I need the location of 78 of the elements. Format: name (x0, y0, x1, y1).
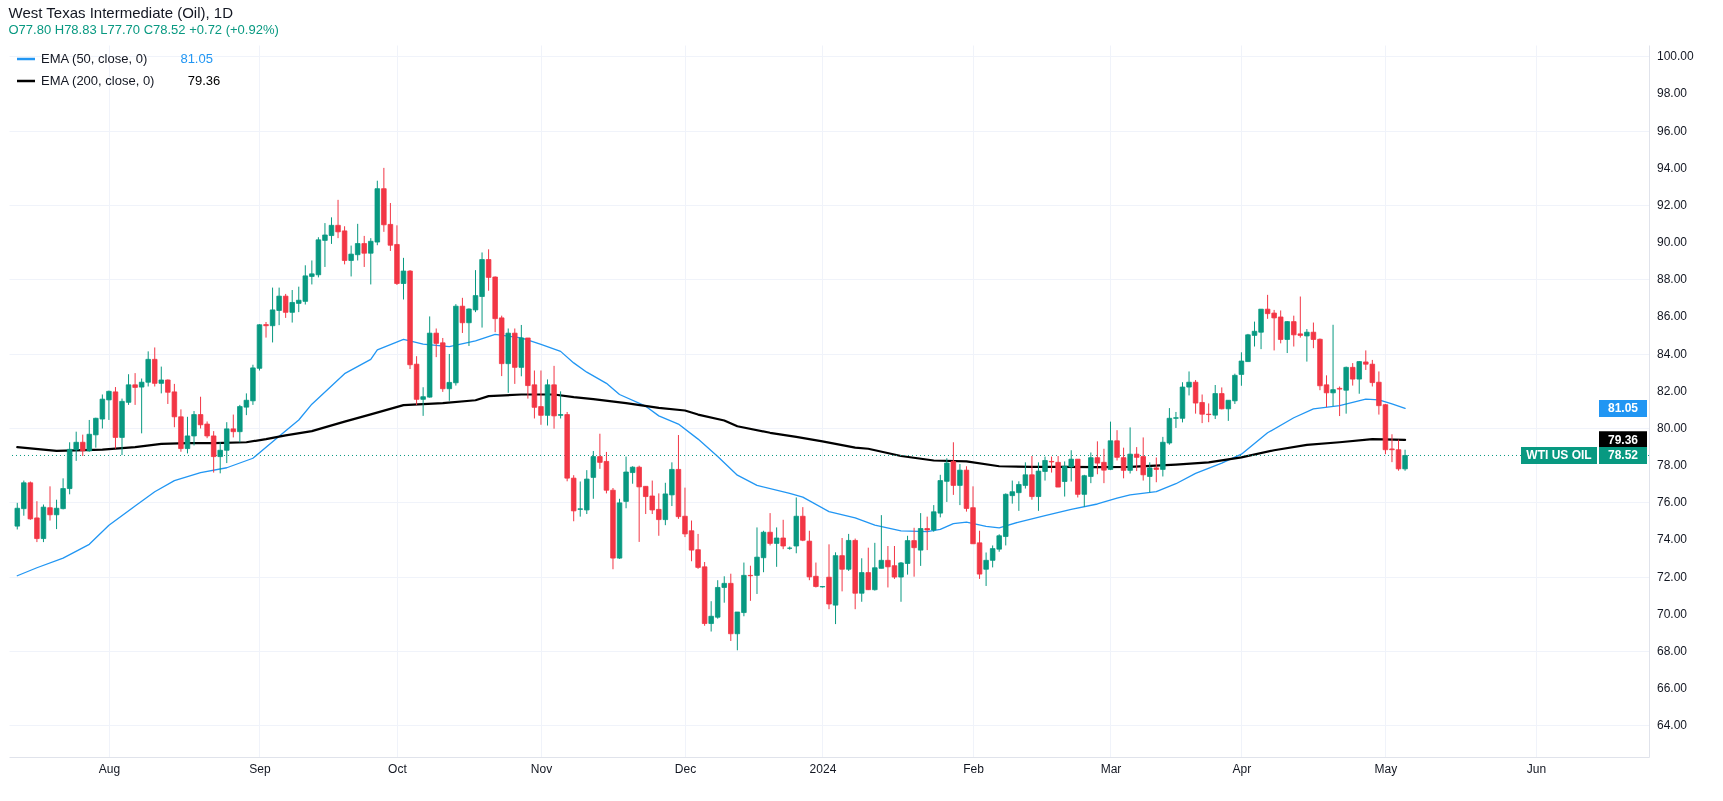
x-tick-label: Apr (1232, 761, 1252, 776)
candlestick (767, 512, 773, 546)
candlestick (152, 346, 158, 387)
y-tick-label: 96.00 (1657, 123, 1688, 138)
y-tick-label: 70.00 (1657, 606, 1688, 621)
y-tick-label: 76.00 (1657, 495, 1688, 510)
legend-label: EMA (50, close, 0) (41, 51, 148, 66)
candlestick (773, 526, 780, 568)
x-tick-label: May (1374, 761, 1398, 776)
candlestick (1153, 457, 1160, 483)
y-tick-label: 78.00 (1657, 458, 1688, 473)
candlestick (230, 414, 236, 438)
candlestick (1336, 386, 1343, 417)
candlestick (911, 527, 917, 578)
x-tick-label: Mar (1100, 761, 1122, 776)
candlestick (1147, 461, 1153, 493)
candlestick (47, 485, 53, 522)
candlestick (1343, 366, 1349, 415)
y-tick-label: 98.00 (1657, 86, 1688, 101)
y-tick-label: 94.00 (1657, 160, 1688, 175)
annotation: 79.36 (1607, 432, 1639, 447)
candlestick (158, 366, 164, 394)
text: 79.36 (187, 73, 221, 88)
x-tick-label: 2024 (809, 761, 837, 776)
y-tick-label: 100.00 (1657, 49, 1695, 64)
legend-label: EMA (200, close, 0) (41, 73, 155, 88)
y-tick-label: 64.00 (1657, 718, 1688, 733)
x-tick-label: Nov (530, 761, 553, 776)
candlestick (1127, 426, 1133, 474)
y-tick-label: 84.00 (1657, 346, 1688, 361)
candlestick (1349, 362, 1356, 387)
candlestick (839, 537, 845, 592)
x-tick-label: Oct (388, 761, 408, 776)
y-tick-label: 74.00 (1657, 532, 1688, 547)
y-tick-label: 68.00 (1657, 644, 1688, 659)
candlestick (957, 463, 963, 506)
y-tick-label: 86.00 (1657, 309, 1688, 324)
candlestick (557, 390, 564, 419)
annotation: 81.05 (1607, 401, 1639, 416)
y-tick-label: 88.00 (1657, 272, 1688, 287)
candlestick (80, 434, 86, 457)
y-tick-label: 92.00 (1657, 197, 1688, 212)
candlestick (1029, 455, 1035, 501)
candlestick (859, 557, 865, 603)
candlestick (132, 372, 138, 406)
candlestick (800, 506, 806, 542)
candlestick (747, 565, 754, 602)
candlestick (1284, 320, 1290, 354)
candlestick (459, 297, 466, 334)
y-tick-label: 90.00 (1657, 235, 1688, 250)
candlestick (400, 257, 407, 300)
x-tick-label: Dec (674, 761, 697, 776)
chart-title: West Texas Intermediate (Oil), 1D (8, 4, 234, 21)
y-tick-label: 82.00 (1657, 383, 1688, 398)
line-series (16, 333, 1406, 577)
x-tick-label: Aug (98, 761, 121, 776)
candlestick (361, 235, 367, 268)
candlestick (1356, 360, 1362, 395)
candlestick (1304, 328, 1310, 363)
x-tick-label: Feb (963, 761, 985, 776)
candlestick (924, 516, 930, 551)
x-tick-label: Sep (249, 761, 271, 776)
candlestick (1330, 324, 1336, 407)
chart-subtitle: O77.80 H78.83 L77.70 C78.52 +0.72 (+0.92%) (8, 22, 279, 37)
y-tick-label: 66.00 (1657, 681, 1688, 696)
ref-line-label: WTI US OIL (1526, 448, 1592, 463)
candlestick (780, 519, 786, 550)
candlestick (865, 547, 871, 591)
x-tick-label: Jun (1526, 761, 1547, 776)
candlestick (263, 321, 269, 339)
candlestick (1212, 384, 1218, 420)
candlestick (282, 293, 289, 319)
text: 81.05 (180, 51, 213, 66)
y-tick-label: 72.00 (1657, 569, 1688, 584)
candlestick (950, 441, 957, 496)
annotation: 78.52 (1607, 448, 1639, 463)
y-tick-label: 80.00 (1657, 420, 1688, 435)
candlestick (917, 512, 924, 567)
